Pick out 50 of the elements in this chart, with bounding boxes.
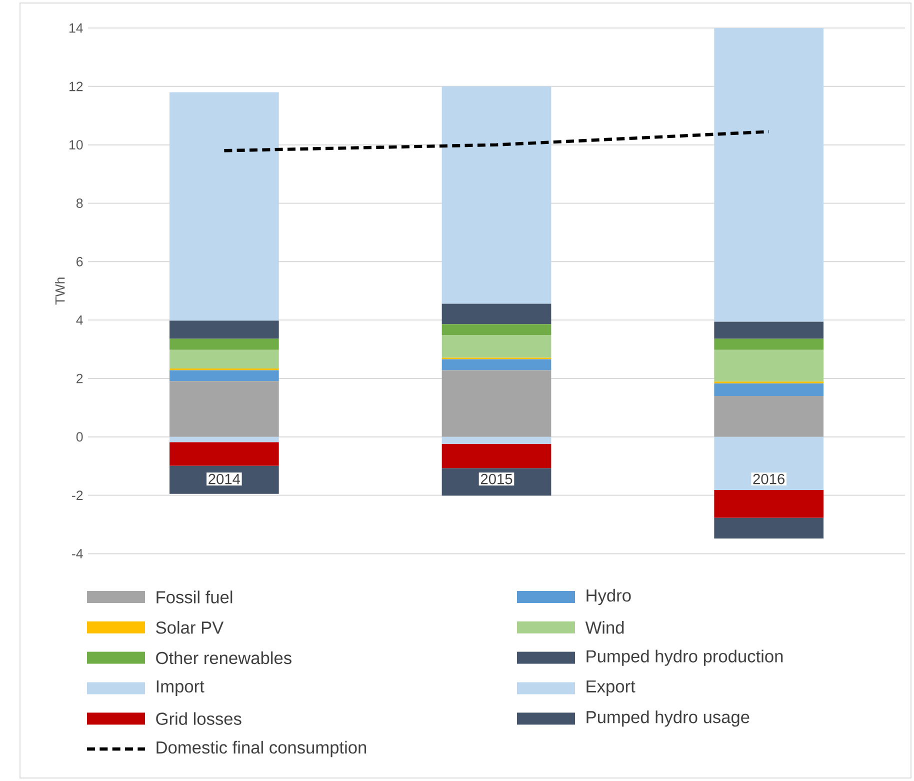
y-tick-label: 14 — [69, 23, 83, 33]
y-tick-label: 10 — [69, 140, 83, 150]
y-tick-label: 4 — [76, 315, 83, 325]
legend-label: Export — [586, 680, 636, 696]
bar — [170, 436, 279, 442]
y-tick-label: 0 — [76, 432, 83, 442]
y-tick-label: 8 — [76, 198, 83, 208]
legend-label: Solar PV — [156, 621, 224, 634]
bar — [442, 324, 552, 335]
bar — [714, 383, 824, 396]
legend-label: Import — [156, 680, 204, 696]
bar — [714, 350, 824, 382]
y-tick-label: 6 — [76, 256, 83, 266]
bar — [442, 444, 552, 468]
legend-label: Wind — [585, 621, 624, 634]
legend-label: Hydro — [586, 588, 631, 606]
bar — [442, 359, 552, 370]
legend-label: Grid losses — [156, 712, 242, 725]
y-axis-title: TWh — [54, 278, 65, 305]
bar — [170, 381, 279, 437]
bar — [714, 28, 824, 322]
y-tick-label: -4 — [72, 549, 83, 558]
bar — [170, 338, 279, 350]
x-tick-label: 2014 — [208, 474, 240, 484]
bar — [442, 304, 552, 324]
bar — [442, 436, 552, 444]
bar — [442, 334, 552, 358]
bar — [714, 322, 824, 339]
y-tick-label: -2 — [72, 490, 83, 500]
legend-label: Other renewables — [156, 651, 292, 664]
bar — [442, 370, 552, 437]
y-tick-label: 12 — [69, 82, 83, 92]
x-tick-label: 2016 — [753, 474, 784, 484]
bar — [714, 518, 824, 539]
legend-label: Pumped hydro production — [586, 650, 783, 666]
bar — [714, 338, 824, 350]
bar — [170, 92, 279, 321]
bar — [714, 396, 824, 437]
bar — [442, 86, 552, 304]
x-tick-label: 2015 — [480, 474, 512, 484]
bar — [714, 436, 824, 490]
bar — [170, 350, 279, 369]
bar — [714, 490, 824, 518]
bar — [170, 320, 279, 339]
legend-label: Fossil fuel — [156, 590, 232, 604]
bar — [170, 370, 279, 382]
y-tick-label: 2 — [76, 374, 83, 384]
legend-label: Domestic final consumption — [156, 740, 366, 758]
bar — [170, 442, 279, 466]
legend-label: Pumped hydro usage — [586, 710, 750, 727]
